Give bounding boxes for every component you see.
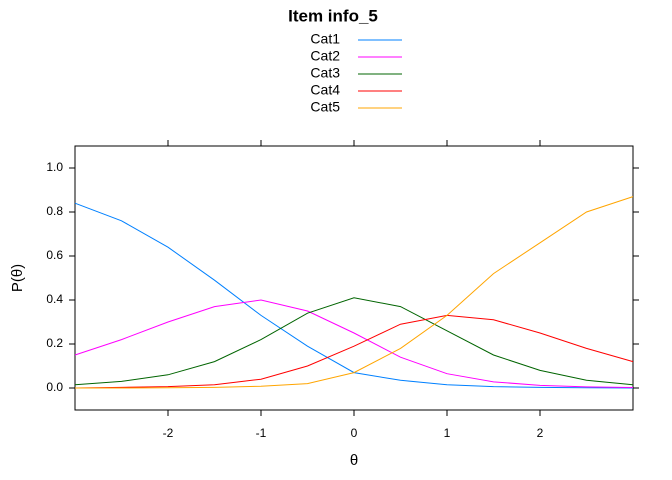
y-tick-label: 0.6 xyxy=(46,248,63,262)
y-tick-label: 0.4 xyxy=(46,292,63,306)
legend-label: Cat1 xyxy=(310,31,340,47)
y-axis-label: P(θ) xyxy=(9,264,26,292)
series-line xyxy=(74,202,634,389)
series-line xyxy=(74,314,634,389)
legend-label: Cat4 xyxy=(310,82,340,98)
x-tick-label: -1 xyxy=(256,426,267,440)
x-tick-label: 0 xyxy=(351,426,358,440)
y-tick-label: 0.8 xyxy=(46,204,63,218)
series-line xyxy=(75,196,634,389)
x-tick-label: -2 xyxy=(163,426,174,440)
legend-label: Cat5 xyxy=(310,99,340,115)
y-tick-label: 0.0 xyxy=(46,380,63,394)
series-line xyxy=(74,297,634,386)
plot-frame xyxy=(74,145,634,411)
legend-label: Cat2 xyxy=(310,48,340,64)
x-tick-label: 1 xyxy=(444,426,451,440)
legend-label: Cat3 xyxy=(310,65,340,81)
x-axis-label: θ xyxy=(350,452,358,469)
y-tick-label: 1.0 xyxy=(46,160,63,174)
y-tick-label: 0.2 xyxy=(46,336,63,350)
x-tick-label: 2 xyxy=(537,426,544,440)
series-line xyxy=(74,299,634,389)
chart-title: Item info_5 xyxy=(288,6,378,25)
